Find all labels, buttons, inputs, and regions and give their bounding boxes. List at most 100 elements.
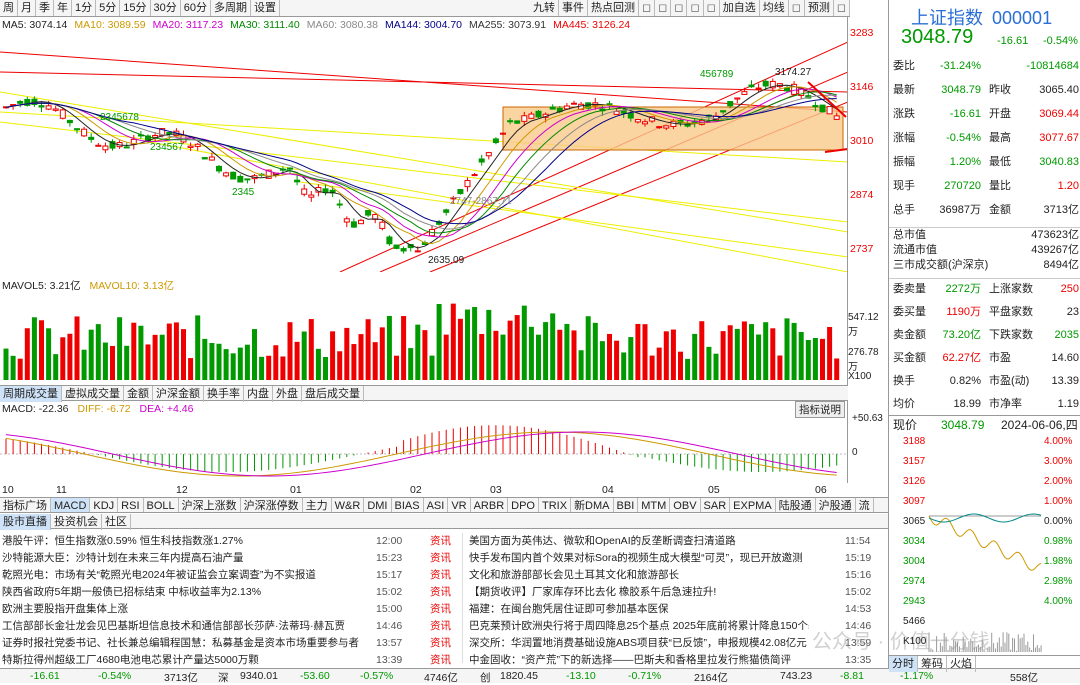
volume-chart[interactable] bbox=[0, 292, 848, 382]
indicator-tab[interactable]: BBI bbox=[614, 498, 639, 512]
vol-indicator-tab[interactable]: 盘后成交量 bbox=[302, 386, 364, 402]
indicator-tab[interactable]: SAR bbox=[701, 498, 731, 512]
tool-button[interactable]: 预测 bbox=[805, 0, 834, 16]
news-item[interactable]: 沙特能源大臣：沙特计划在未来三年内提高石油产量 15:23 资讯 bbox=[0, 550, 460, 567]
ma-legend: MA5: 3074.14 MA10: 3089.59 MA20: 3117.23 MA… bbox=[2, 18, 637, 32]
tool-icon[interactable]: ◻ bbox=[687, 0, 704, 16]
kline-chart[interactable]: 3174.27 2635.09 2747-2867.71 2345678 234567 2… bbox=[0, 32, 848, 272]
vol-indicator-tab[interactable]: 虚拟成交量 bbox=[62, 386, 124, 402]
news-item[interactable]: 欧洲主要股指开盘集体上涨 15:00 资讯 bbox=[0, 601, 460, 618]
period-tab[interactable]: 5分 bbox=[96, 0, 121, 16]
indicator-tab[interactable]: RSI bbox=[118, 498, 144, 512]
news-item[interactable]: 港股午评：恒生指数涨0.59% 恒生科技指数涨1.27% 12:00 资讯 bbox=[0, 533, 460, 550]
time-tick: 11 bbox=[56, 484, 67, 496]
vol-indicator-tab[interactable]: 沪深金额 bbox=[153, 386, 204, 402]
market-row: 总市值 473623亿 bbox=[889, 228, 1080, 243]
indicator-tab[interactable]: ASI bbox=[424, 498, 449, 512]
period-tab[interactable]: 1分 bbox=[72, 0, 97, 16]
indicator-tab[interactable]: 陆股通 bbox=[776, 498, 816, 512]
news-item[interactable]: 特斯拉得州超级工厂4680电池电芯累计产量达5000万颗 13:39 资讯 bbox=[0, 652, 460, 669]
volume-indicator-tabs: 周期成交量 虚拟成交量 金额 沪深金额 换手率 内盘 外盘 盘后成交量 bbox=[0, 385, 848, 402]
candle-body bbox=[343, 218, 350, 223]
intraday-tab[interactable]: 火焰 bbox=[947, 656, 976, 672]
indicator-tab[interactable]: 流 bbox=[856, 498, 874, 512]
news-item[interactable]: 【期货收评】厂家库存环比去化 橡胶系午后急速拉升! 15:02 bbox=[463, 584, 888, 601]
indicator-tab[interactable]: DPO bbox=[508, 498, 539, 512]
indicator-tab[interactable]: KDJ bbox=[90, 498, 119, 512]
indicator-tab[interactable]: BOLL bbox=[144, 498, 179, 512]
macd-axis-zero: 0 bbox=[852, 447, 858, 458]
indicator-tab[interactable]: 沪深涨停数 bbox=[241, 498, 303, 512]
candle-body bbox=[123, 146, 130, 149]
macd-chart[interactable] bbox=[0, 416, 848, 482]
news-time: 15:19 bbox=[845, 552, 872, 564]
volume-bar bbox=[181, 329, 186, 380]
vol-indicator-tab[interactable]: 金额 bbox=[124, 386, 153, 402]
period-tab[interactable]: 年 bbox=[54, 0, 72, 16]
tool-icon[interactable]: ◻ bbox=[704, 0, 720, 16]
macd-axis-top: +50.63 bbox=[852, 413, 883, 424]
vol-indicator-tab[interactable]: 内盘 bbox=[244, 386, 273, 402]
period-tab[interactable]: 多周期 bbox=[211, 0, 251, 16]
vol-indicator-tab[interactable]: 换手率 bbox=[204, 386, 244, 402]
quote-value: 13.39 bbox=[1051, 375, 1079, 387]
vol-indicator-tab[interactable]: 外盘 bbox=[273, 386, 302, 402]
period-tab[interactable]: 月 bbox=[18, 0, 36, 16]
news-item[interactable]: 文化和旅游部部长会见土耳其文化和旅游部长 15:16 bbox=[463, 567, 888, 584]
indicator-tab[interactable]: BIAS bbox=[392, 498, 424, 512]
volume-bar bbox=[39, 320, 44, 380]
news-tab[interactable]: 投资机会 bbox=[51, 514, 102, 530]
news-item[interactable]: 快手发布国内首个效果对标Sora的视频生成大模型“可灵”，现已开放邀测 15:19 bbox=[463, 550, 888, 567]
news-item[interactable]: 福建：在闽台胞凭居住证即可参加基本医保 14:53 bbox=[463, 601, 888, 618]
indicator-tab[interactable]: 指标广场 bbox=[0, 498, 51, 512]
indicator-tab[interactable]: TRIX bbox=[539, 498, 572, 512]
news-item[interactable]: 陕西省政府5年期一般债已招标结束 中标收益率为2.13% 15:02 资讯 bbox=[0, 584, 460, 601]
market-label: 总市值 bbox=[893, 229, 926, 241]
period-tab[interactable]: 设置 bbox=[251, 0, 280, 16]
tool-button[interactable]: 均线 bbox=[760, 0, 789, 16]
period-tab[interactable]: 15分 bbox=[120, 0, 151, 16]
news-item[interactable]: 中金固收：“资产荒”下的新选择——巴斯夫和香格里拉发行熊猫债简评 13:35 bbox=[463, 652, 888, 669]
news-item[interactable]: 证券时报社党委书记、社长兼总编辑程国慧：私募基金是资本市场重要参与者 13:57 资… bbox=[0, 635, 460, 652]
indicator-tab[interactable]: ARBR bbox=[471, 498, 509, 512]
news-item[interactable]: 巴克莱预计欧洲央行将于周四降息25个基点 2025年底前将累计降息150个基点 1… bbox=[463, 618, 888, 635]
period-tab[interactable]: 季 bbox=[36, 0, 54, 16]
period-tab[interactable]: 30分 bbox=[151, 0, 181, 16]
indicator-tab[interactable]: 新DMA bbox=[571, 498, 614, 512]
indicator-tab[interactable]: DMI bbox=[364, 498, 392, 512]
period-tab[interactable]: 周 bbox=[0, 0, 18, 16]
vol-indicator-tab[interactable]: 周期成交量 bbox=[0, 386, 62, 402]
indicator-help-button[interactable]: 指标说明 bbox=[795, 401, 845, 418]
volume-bar bbox=[3, 348, 9, 380]
indicator-tab[interactable]: 主力 bbox=[303, 498, 332, 512]
indicator-tab[interactable]: OBV bbox=[670, 498, 701, 512]
intraday-tab[interactable]: 分时 bbox=[889, 656, 918, 672]
volume-bar bbox=[223, 349, 229, 380]
indicator-tab[interactable]: MTM bbox=[638, 498, 671, 512]
news-tab[interactable]: 社区 bbox=[102, 514, 131, 530]
indicator-tab[interactable]: 沪股通 bbox=[816, 498, 856, 512]
tool-icon[interactable]: ◻ bbox=[655, 0, 672, 16]
news-item[interactable]: 深交所：华润置地消费基础设施ABS项目获“已反馈”，申报规模42.08亿元 13:… bbox=[463, 635, 888, 652]
indicator-tab[interactable]: W&R bbox=[332, 498, 365, 512]
intraday-chart[interactable]: 3188 3157 3126 3097 3065 3034 3004 2974 2943 5466… bbox=[889, 434, 1080, 654]
volume-bar bbox=[195, 315, 201, 380]
intraday-tab[interactable]: 筹码 bbox=[918, 656, 947, 672]
indicator-tab[interactable]: VR bbox=[448, 498, 471, 512]
tool-icon[interactable]: ◻ bbox=[834, 0, 850, 16]
tool-icon[interactable]: ◻ bbox=[639, 0, 656, 16]
news-item[interactable]: 工信部部长金壮龙会见巴基斯坦信息技术和通信部部长莎萨·法蒂玛·赫瓦贾 14:46 资… bbox=[0, 618, 460, 635]
tool-button[interactable]: 加自选 bbox=[720, 0, 760, 16]
tool-button[interactable]: 热点回测 bbox=[588, 0, 640, 16]
indicator-tab[interactable]: 沪深上涨数 bbox=[179, 498, 241, 512]
tool-icon[interactable]: ◻ bbox=[789, 0, 805, 16]
tool-button[interactable]: 九转 bbox=[530, 0, 560, 16]
tool-icon[interactable]: ◻ bbox=[671, 0, 688, 16]
indicator-tab[interactable]: MACD bbox=[51, 498, 91, 512]
tool-button[interactable]: 事件 bbox=[559, 0, 589, 16]
period-tab[interactable]: 60分 bbox=[181, 0, 211, 16]
news-item[interactable]: 乾照光电：市场有关“乾照光电2024年被证监会立案调查”为不实报道 15:17 资讯 bbox=[0, 567, 460, 584]
indicator-tab[interactable]: EXPMA bbox=[730, 498, 776, 512]
news-tab[interactable]: 股市直播 bbox=[0, 514, 51, 530]
news-item[interactable]: 美国方面为英伟达、微软和OpenAI的反垄断调查扫清道路 11:54 bbox=[463, 533, 888, 550]
